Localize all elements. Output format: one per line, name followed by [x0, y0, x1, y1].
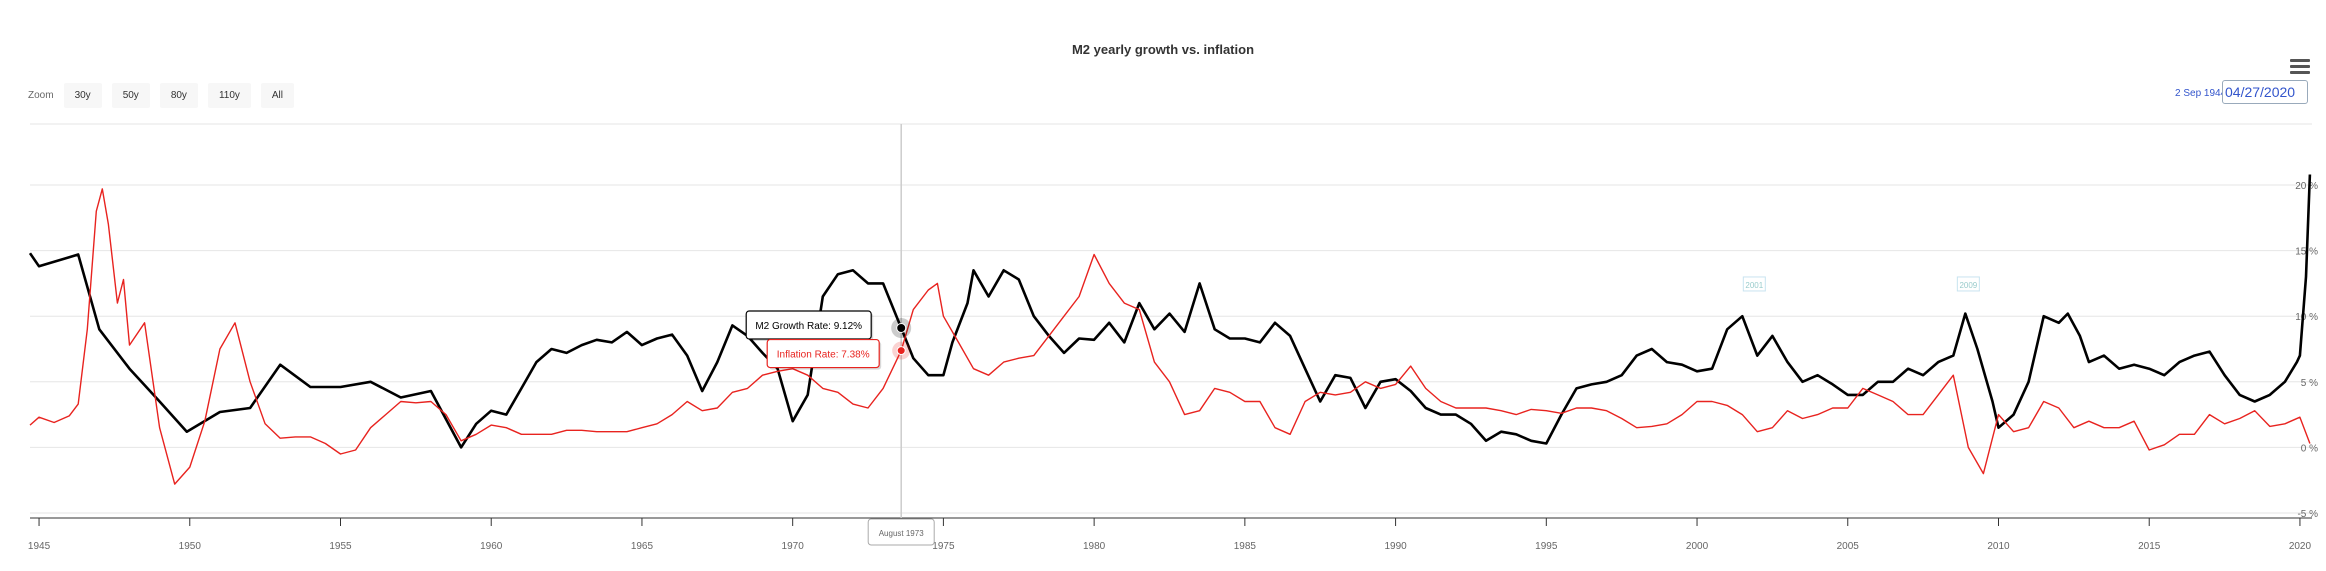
flag-label: 2009	[1959, 281, 1977, 290]
x-tick-label: 1975	[932, 541, 955, 552]
flag-marker[interactable]: 2009	[1956, 276, 1980, 292]
x-tick-label: 1945	[28, 541, 51, 552]
x-tick-label: 1995	[1535, 541, 1558, 552]
x-tick-label: 1965	[631, 541, 654, 552]
m2-hover-marker	[896, 323, 907, 334]
y-tick-label: 10 %	[2295, 312, 2318, 323]
x-tick-label: 2020	[2289, 541, 2312, 552]
range-to-date-input[interactable]	[2222, 80, 2308, 104]
chart-title: M2 yearly growth vs. inflation	[1071, 42, 1255, 57]
x-tick-label: 1980	[1083, 541, 1106, 552]
x-tick-label: 1990	[1384, 541, 1407, 552]
inflation-line[interactable]	[29, 188, 2311, 485]
zoom-80y-button[interactable]: 80y	[159, 83, 198, 108]
zoom-all-button[interactable]: All	[260, 83, 295, 108]
x-tick-label: 2015	[2138, 541, 2161, 552]
zoom-label: Zoom	[28, 90, 54, 101]
zoom-30y-button[interactable]: 30y	[63, 83, 102, 108]
y-tick-label: 0 %	[2301, 443, 2318, 454]
x-tick-label: 1985	[1234, 541, 1257, 552]
inflation-hover-marker	[896, 346, 906, 356]
hamburger-icon	[2290, 59, 2310, 62]
m2-growth-line[interactable]	[28, 174, 2312, 449]
zoom-bar: Zoom 30y 50y 80y 110y All	[28, 83, 295, 108]
y-tick-label: 20 %	[2295, 181, 2318, 192]
inflation-tooltip: Inflation Rate: 7.38%	[766, 338, 882, 370]
m2-tooltip: M2 Growth Rate: 9.12%	[745, 310, 874, 342]
crosshair-date-label: August 1973	[867, 518, 935, 546]
x-tick-label: 1960	[480, 541, 503, 552]
flag-label: 2001	[1745, 281, 1763, 290]
y-tick-label: -5 %	[2297, 509, 2318, 520]
x-tick-label: 2010	[1987, 541, 2010, 552]
x-tick-label: 2005	[1837, 541, 1860, 552]
x-tick-label: 2000	[1686, 541, 1709, 552]
zoom-110y-button[interactable]: 110y	[207, 83, 251, 108]
zoom-50y-button[interactable]: 50y	[111, 83, 150, 108]
x-tick-label: 1950	[179, 541, 202, 552]
y-tick-label: 5 %	[2301, 378, 2318, 389]
x-tick-label: 1955	[329, 541, 352, 552]
flag-marker[interactable]: 2001	[1742, 276, 1766, 292]
m2-tooltip-text: M2 Growth Rate: 9.12%	[755, 321, 862, 332]
chart-menu-button[interactable]	[2290, 56, 2310, 76]
x-tick-label: 1970	[782, 541, 805, 552]
inflation-tooltip-text: Inflation Rate: 7.38%	[777, 350, 870, 361]
crosshair-date-text: August 1973	[879, 529, 924, 538]
range-from-date[interactable]: 2 Sep 1944	[2175, 88, 2227, 99]
